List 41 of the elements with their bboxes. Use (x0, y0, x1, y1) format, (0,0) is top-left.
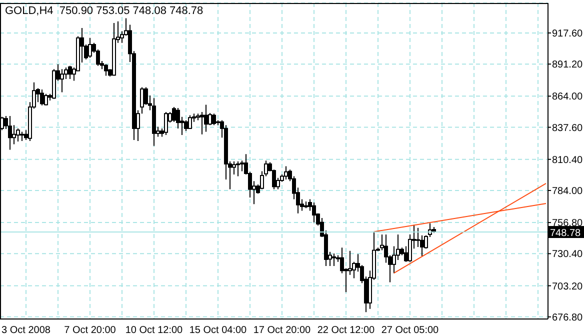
candlestick (204, 104, 208, 132)
y-tick-label: 917.60 (552, 28, 584, 40)
y-tick-label: 756.80 (552, 218, 584, 230)
y-tick-label: 891.20 (552, 60, 584, 71)
candlestick (184, 120, 188, 132)
candlestick (164, 111, 168, 136)
candlestick (188, 114, 192, 130)
candlestick (104, 64, 108, 76)
candlestick (332, 253, 336, 267)
candlestick (12, 124, 16, 145)
y-tick-label: 703.20 (552, 281, 584, 292)
candlestick (44, 93, 48, 106)
candlestick (232, 160, 236, 176)
candlestick (88, 37, 92, 58)
candlestick (212, 113, 216, 126)
x-tick-label: 27 Oct 05:00 (381, 325, 440, 336)
candlestick (60, 68, 64, 93)
y-tick-label: 810.40 (552, 154, 584, 166)
x-tick-label: 22 Oct 12:00 (317, 325, 376, 336)
candlestick (284, 166, 288, 180)
x-tick-label: 7 Oct 20:00 (64, 325, 116, 336)
candlestick (8, 115, 12, 150)
candlestick (68, 65, 72, 80)
y-tick-label: 864.00 (552, 92, 584, 103)
x-tick-label: 15 Oct 04:00 (189, 325, 248, 336)
candlestick (200, 111, 204, 135)
y-tick-label: 784.00 (552, 186, 584, 198)
candlestick (40, 89, 44, 106)
ref-line-label: 748.78 (550, 228, 582, 240)
candlestick (240, 160, 244, 172)
candlestick (236, 160, 240, 177)
y-tick-label: 676.80 (552, 312, 584, 324)
candlestick (312, 202, 316, 223)
x-tick-label: 3 Oct 2008 (2, 325, 51, 336)
candlestick (16, 128, 20, 142)
x-tick-label: 17 Oct 20:00 (253, 325, 312, 336)
chart-title: GOLD,H4 750.90 753.05 748.08 748.78 (5, 5, 204, 17)
y-tick-label: 730.40 (552, 249, 584, 260)
y-tick-label: 837.60 (552, 122, 584, 134)
candlestick (20, 131, 24, 142)
x-tick-label: 10 Oct 12:00 (125, 325, 184, 336)
